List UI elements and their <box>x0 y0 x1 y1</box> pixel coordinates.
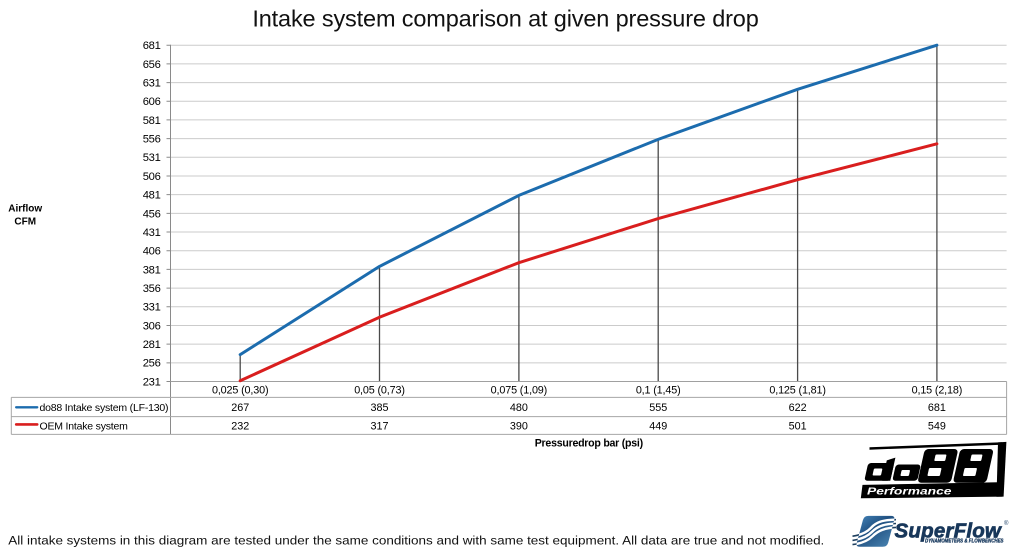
svg-text:556: 556 <box>143 134 161 146</box>
svg-text:do88 Intake system (LF-130): do88 Intake system (LF-130) <box>40 402 169 414</box>
svg-text:256: 256 <box>143 358 161 370</box>
svg-text:606: 606 <box>143 96 161 108</box>
svg-text:232: 232 <box>231 420 249 432</box>
svg-text:DYNAMOMETERS & FLOWBENCHES: DYNAMOMETERS & FLOWBENCHES <box>925 539 1004 545</box>
svg-text:456: 456 <box>143 208 161 220</box>
svg-text:385: 385 <box>370 402 388 414</box>
svg-text:0,125 (1,81): 0,125 (1,81) <box>769 385 825 397</box>
svg-text:622: 622 <box>789 402 807 414</box>
svg-text:390: 390 <box>510 420 528 432</box>
svg-text:267: 267 <box>231 402 249 414</box>
svg-text:0,1 (1,45): 0,1 (1,45) <box>636 385 681 397</box>
svg-text:Pressuredrop bar (psi): Pressuredrop bar (psi) <box>535 437 643 449</box>
svg-text:Intake system comparison at gi: Intake system comparison at given pressu… <box>252 6 758 32</box>
svg-text:381: 381 <box>143 264 161 276</box>
svg-text:SuperFlow: SuperFlow <box>895 519 1003 542</box>
svg-text:0,025 (0,30): 0,025 (0,30) <box>212 385 268 397</box>
svg-text:531: 531 <box>143 152 161 164</box>
svg-text:480: 480 <box>510 402 528 414</box>
svg-text:681: 681 <box>928 402 946 414</box>
svg-text:555: 555 <box>649 402 667 414</box>
svg-text:356: 356 <box>143 283 161 295</box>
svg-text:281: 281 <box>143 339 161 351</box>
svg-text:581: 581 <box>143 115 161 127</box>
svg-text:481: 481 <box>143 190 161 202</box>
svg-text:681: 681 <box>143 40 161 52</box>
svg-text:0,075 (1,09): 0,075 (1,09) <box>491 385 547 397</box>
svg-text:Performance: Performance <box>867 487 952 498</box>
svg-text:CFM: CFM <box>14 216 36 227</box>
svg-text:0,05 (0,73): 0,05 (0,73) <box>354 385 405 397</box>
svg-text:0,15 (2,18): 0,15 (2,18) <box>912 385 963 397</box>
svg-text:406: 406 <box>143 246 161 258</box>
svg-text:OEM Intake system: OEM Intake system <box>40 420 129 432</box>
svg-text:®: ® <box>1004 520 1009 527</box>
svg-text:All intake systems in this dia: All intake systems in this diagram are t… <box>8 534 824 548</box>
svg-text:449: 449 <box>649 420 667 432</box>
svg-text:Airflow: Airflow <box>8 203 42 214</box>
svg-text:331: 331 <box>143 302 161 314</box>
svg-text:656: 656 <box>143 59 161 71</box>
svg-text:631: 631 <box>143 77 161 89</box>
svg-text:306: 306 <box>143 320 161 332</box>
svg-text:549: 549 <box>928 420 946 432</box>
svg-text:231: 231 <box>143 376 161 388</box>
svg-text:506: 506 <box>143 171 161 183</box>
svg-text:431: 431 <box>143 227 161 239</box>
svg-text:317: 317 <box>370 420 388 432</box>
svg-text:501: 501 <box>789 420 807 432</box>
